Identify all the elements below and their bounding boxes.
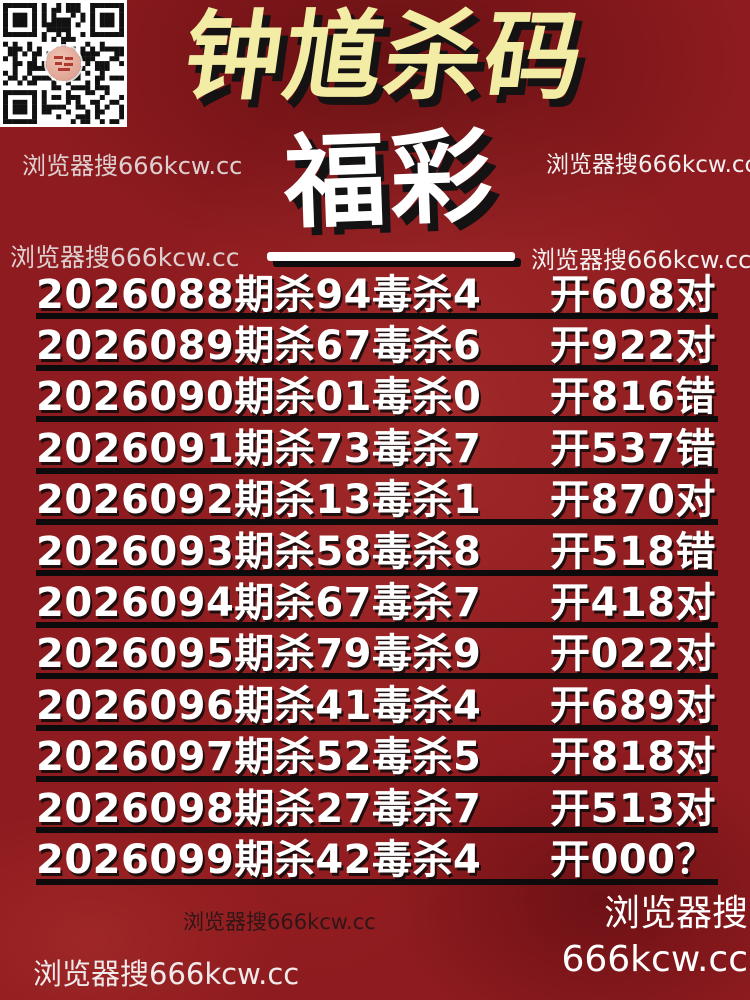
row-period-kill: 2026088期杀94毒杀4 [36,271,482,318]
table-row: 2026091期杀73毒杀7 开537错 [36,422,718,474]
row-period-kill: 2026092期杀13毒杀1 [36,477,482,524]
row-open-result: 开922对 [550,323,716,370]
watermark-bottom-right: 浏览器搜 666kcw.cc [561,891,748,983]
table-row: 2026095期杀79毒杀9 开022对 [36,628,718,680]
watermark-bottom-right-line2: 666kcw.cc [561,939,748,981]
qr-code [0,0,127,127]
qr-center-logo [46,46,81,81]
table-row: 2026094期杀67毒杀7 开418对 [36,576,718,628]
poster-subtitle: 福彩 [281,117,499,244]
row-period-kill: 2026090期杀01毒杀0 [36,374,482,421]
row-period-kill: 2026098期杀27毒杀7 [36,785,482,832]
table-row: 2026089期杀67毒杀6 开922对 [36,319,718,371]
row-open-result: 开870对 [550,477,716,524]
title-underline [267,252,515,261]
row-open-result: 开513对 [550,785,716,832]
row-open-result: 开608对 [550,271,716,318]
watermark-bottom-right-line1: 浏览器搜 [603,893,748,934]
results-table: 2026088期杀94毒杀4 开608对 2026089期杀67毒杀6 开922对 20… [36,268,718,885]
watermark-bottom-center: 浏览器搜666kcw.cc [183,910,376,934]
poster-title: 钟馗杀码 [177,0,593,113]
row-open-result: 开816错 [550,374,716,421]
row-period-kill: 2026089期杀67毒杀6 [36,323,482,370]
row-open-result: 开000？ [550,837,716,883]
row-open-result: 开022对 [550,631,716,678]
row-period-kill: 2026091期杀73毒杀7 [36,425,482,472]
row-open-result: 开818对 [550,734,716,781]
watermark-bottom-left: 浏览器搜666kcw.cc [33,957,300,991]
row-period-kill: 2026099期杀42毒杀4 [36,837,482,883]
table-row: 2026096期杀41毒杀4 开689对 [36,679,718,731]
row-open-result: 开689对 [550,682,716,729]
table-row: 2026092期杀13毒杀1 开870对 [36,474,718,525]
row-open-result: 开518错 [550,528,716,575]
table-row: 2026093期杀58毒杀8 开518错 [36,525,718,577]
row-period-kill: 2026093期杀58毒杀8 [36,528,482,575]
row-period-kill: 2026094期杀67毒杀7 [36,580,482,627]
watermark-top-right-2: 浏览器搜666kcw.cc [531,246,750,274]
watermark-top-left-1: 浏览器搜666kcw.cc [22,152,243,180]
row-open-result: 开418对 [550,580,716,627]
row-open-result: 开537错 [550,425,716,472]
row-period-kill: 2026097期杀52毒杀5 [36,734,482,781]
row-period-kill: 2026095期杀79毒杀9 [36,631,482,678]
table-row: 2026088期杀94毒杀4 开608对 [36,268,718,320]
table-row: 2026098期杀27毒杀7 开513对 [36,782,718,834]
row-period-kill: 2026096期杀41毒杀4 [36,682,482,729]
qr-pattern [3,3,124,124]
table-row: 2026099期杀42毒杀4 开000？ [36,833,718,885]
table-row: 2026097期杀52毒杀5 开818对 [36,731,718,782]
table-row: 2026090期杀01毒杀0 开816错 [36,371,718,423]
watermark-top-right-1: 浏览器搜666kcw.cc [546,152,750,178]
watermark-top-left-2: 浏览器搜666kcw.cc [10,243,240,272]
